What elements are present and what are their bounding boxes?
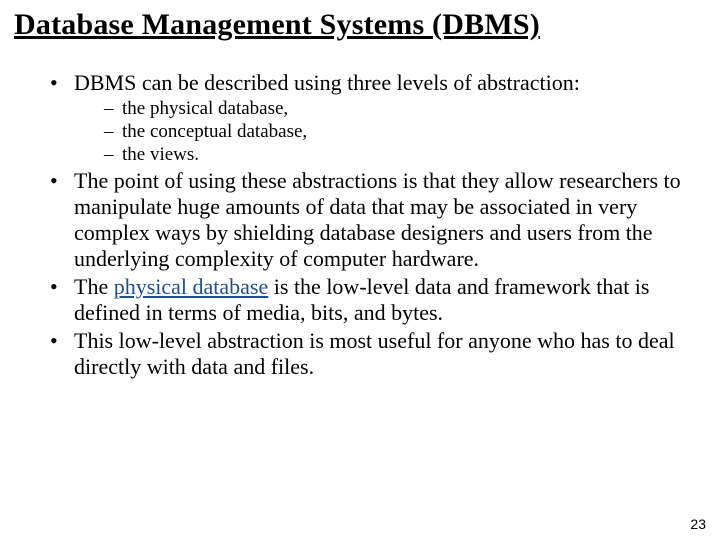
main-bullet-list: DBMS can be described using three levels… [14, 70, 706, 380]
bullet-text-pre: The [74, 274, 114, 299]
keyterm-physical-database: physical database [114, 274, 269, 299]
list-item: the views. [104, 144, 706, 167]
list-item: This low-level abstraction is most usefu… [50, 328, 706, 380]
slide-title: Database Management Systems (DBMS) [14, 8, 706, 42]
list-item: The physical database is the low-level d… [50, 274, 706, 326]
page-number: 23 [690, 516, 706, 532]
list-item: The point of using these abstractions is… [50, 168, 706, 272]
list-item: the physical database, [104, 98, 706, 121]
sub-bullet-list: the physical database, the conceptual da… [74, 98, 706, 166]
bullet-text: DBMS can be described using three levels… [74, 70, 580, 95]
list-item: DBMS can be described using three levels… [50, 70, 706, 166]
list-item: the conceptual database, [104, 121, 706, 144]
